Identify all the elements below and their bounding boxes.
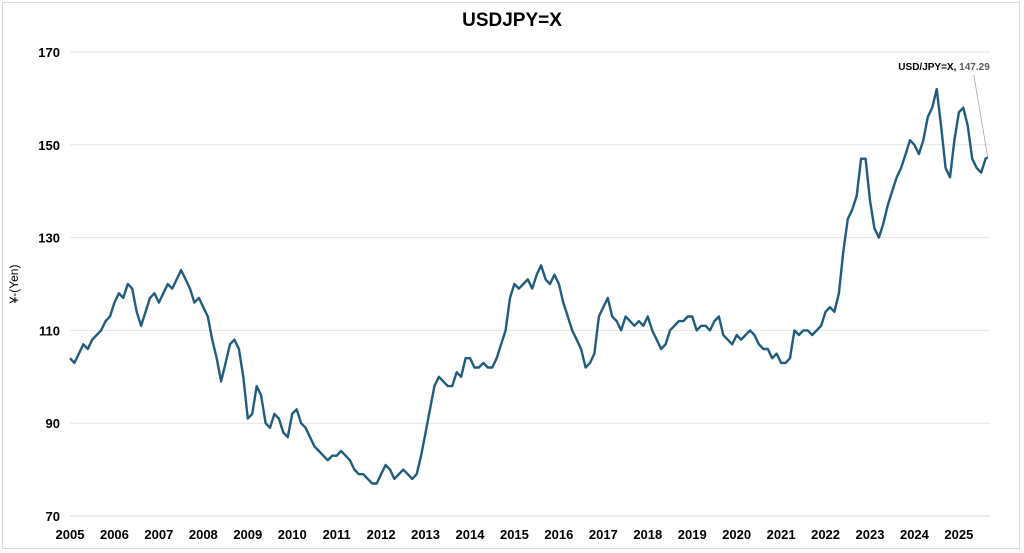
chart-title: USDJPY=X [462, 10, 562, 31]
x-tick-label: 2009 [233, 527, 262, 542]
annotation-value: 147.29 [959, 62, 990, 73]
x-tick-label: 2025 [944, 527, 973, 542]
annotation-label: USD/JPY=X [898, 62, 954, 73]
x-tick-label: 2021 [767, 527, 796, 542]
x-tick-label: 2024 [900, 527, 930, 542]
x-tick-label: 2006 [100, 527, 129, 542]
gridlines [70, 51, 990, 424]
x-tick-label: 2019 [678, 527, 707, 542]
x-axis-ticks: 2005 2006 2007 2008 2009 2010 2011 2012 2013 2014… [56, 527, 974, 542]
annotation-separator: , [954, 62, 960, 73]
x-tick-label: 2008 [189, 527, 218, 542]
x-tick-label: 2011 [323, 527, 351, 542]
x-tick-label: 2007 [144, 527, 173, 542]
x-tick-label: 2017 [589, 527, 618, 542]
y-tick-label: 150 [38, 138, 60, 153]
annotation-leader-line [973, 74, 989, 158]
x-tick-label: 2013 [411, 527, 440, 542]
x-tick-label: 2014 [456, 527, 486, 542]
last-value-annotation: USD/JPY=X, 147.29 [898, 62, 990, 73]
x-tick-label: 2022 [811, 527, 840, 542]
x-tick-label: 2005 [56, 527, 85, 542]
y-tick-label: 170 [38, 45, 60, 60]
x-tick-label: 2010 [278, 527, 307, 542]
x-tick-label: 2015 [500, 527, 529, 542]
series-line [69, 87, 989, 485]
x-tick-label: 2012 [367, 527, 396, 542]
y-tick-label: 130 [38, 231, 60, 246]
x-tick-label: 2023 [856, 527, 885, 542]
x-tick-label: 2020 [722, 527, 751, 542]
y-tick-label: 110 [39, 323, 60, 338]
y-tick-label: 90 [46, 416, 60, 431]
x-tick-label: 2018 [633, 527, 662, 542]
y-tick-label: 70 [46, 509, 60, 524]
y-axis-label: ¥-(Yen) [7, 265, 21, 305]
x-tick-label: 2016 [544, 527, 573, 542]
y-axis-ticks: 70 90 110 130 150 170 [38, 45, 60, 524]
